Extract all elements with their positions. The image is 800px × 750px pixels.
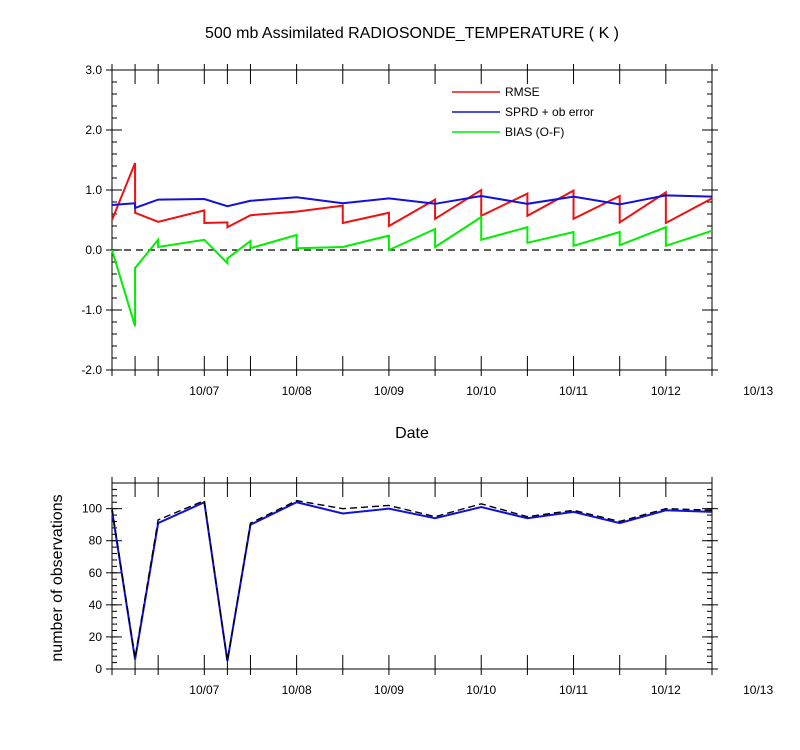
y-tick-label: 100: [82, 502, 102, 516]
plot-frame: [111, 482, 713, 670]
y-tick-label: 3.0: [85, 63, 102, 77]
y-tick-label: 1.0: [85, 183, 102, 197]
x-axis-title: Date: [395, 425, 429, 442]
x-tick-label: 10/09: [374, 384, 404, 398]
series-line-1: [111, 499, 713, 662]
legend-label-1: SPRD + ob error: [505, 105, 594, 119]
x-tick-label: 10/10: [466, 384, 496, 398]
y-tick-label: 80: [89, 534, 103, 548]
x-tick-label: 10/11: [559, 683, 588, 697]
x-tick-label: 10/11: [559, 384, 588, 398]
y-tick-label: 60: [89, 566, 103, 580]
y-tick-label: -1.0: [81, 303, 102, 317]
x-tick-label: 10/09: [374, 683, 404, 697]
bottom-panel: 0 20 40 60 80 100 10/07 10/08 10/09 10/10 10/11 10/…: [82, 477, 773, 697]
y-tick-label: 0: [95, 662, 102, 676]
x-tick-label: 10/12: [651, 384, 681, 398]
legend-label-2: BIAS (O-F): [505, 125, 564, 139]
x-tick-label: 10/12: [651, 683, 681, 697]
x-tick-label: 10/08: [282, 683, 312, 697]
y-tick-label: 20: [89, 630, 103, 644]
y-tick-label: 0.0: [85, 243, 102, 257]
x-tick-label: 10/07: [189, 384, 219, 398]
x-tick-label: 10/08: [282, 384, 312, 398]
y-axis-title-observations: number of observations: [49, 494, 66, 661]
series-line-0: [111, 162, 713, 229]
legend-label-0: RMSE: [505, 85, 540, 99]
y-tick-label: 40: [89, 598, 103, 612]
chart-title: 500 mb Assimilated RADIOSONDE_TEMPERATUR…: [205, 25, 619, 42]
y-tick-label: -2.0: [81, 363, 102, 377]
x-tick-label: 10/07: [189, 683, 219, 697]
legend: RMSE SPRD + ob error BIAS (O-F): [452, 85, 594, 139]
x-tick-label: 10/13: [743, 683, 773, 697]
series-line-2: [111, 215, 713, 327]
top-panel: -2.0 -1.0 0.0 1.0 2.0 3.0 10/07 10/08 10/09 10/10…: [81, 63, 773, 398]
series-line-0: [111, 500, 713, 662]
series-line-1: [111, 194, 713, 210]
x-tick-label: 10/10: [466, 683, 496, 697]
x-tick-label: 10/13: [743, 384, 773, 398]
y-tick-label: 2.0: [85, 123, 102, 137]
